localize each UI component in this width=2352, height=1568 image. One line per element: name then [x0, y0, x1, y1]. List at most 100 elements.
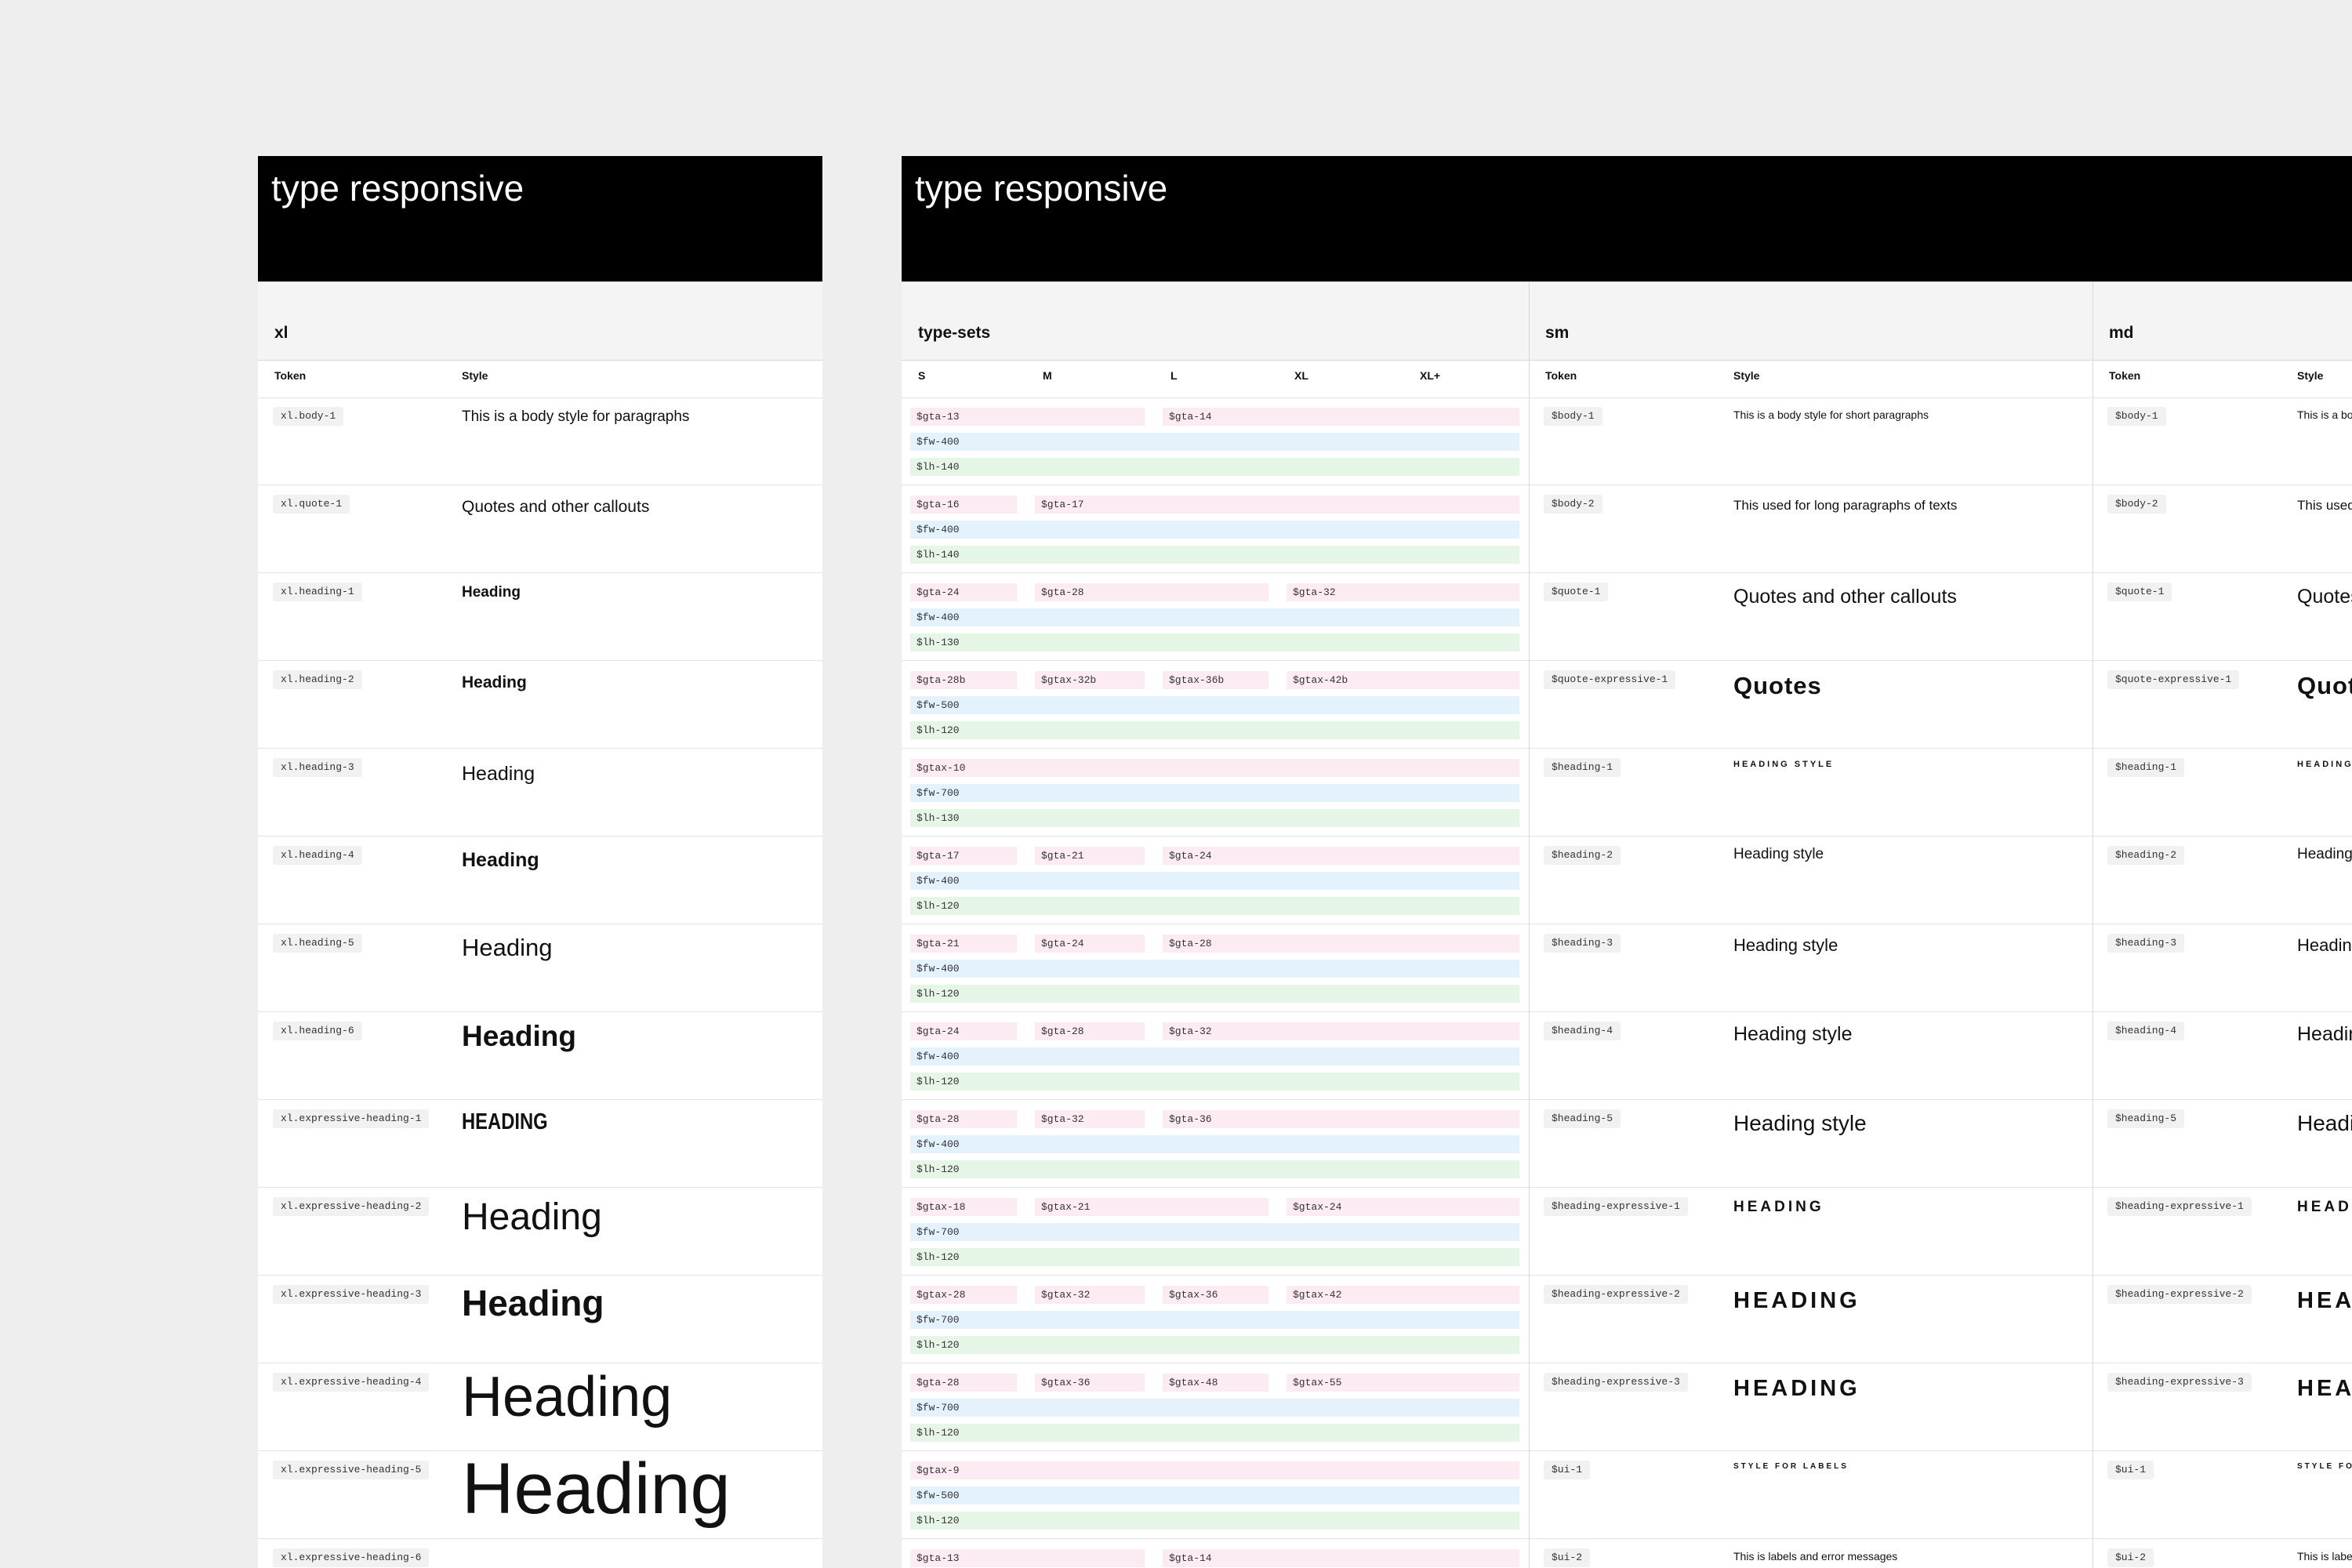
type-set-row: $gta-24 $gta-28 $gta-32 $fw-400 $lh-130: [902, 573, 1529, 661]
table-row: $heading-expressive-2 HEADING: [2093, 1276, 2352, 1363]
token-chip: xl.expressive-heading-1: [273, 1109, 430, 1128]
type-set-row: $gtax-9 $fw-500 $lh-120: [902, 1451, 1529, 1539]
size-token: $gtax-36b: [1163, 671, 1269, 689]
line-height-token: $lh-120: [910, 1336, 1519, 1354]
table-row: xl.expressive-heading-4 Heading: [258, 1363, 822, 1451]
table-row: xl.expressive-heading-1 HEADING: [258, 1100, 822, 1188]
weight-token: $fw-400: [910, 608, 1519, 626]
weight-token: $fw-500: [910, 1486, 1519, 1504]
token-chip: $quote-expressive-1: [2107, 670, 2240, 689]
panel-header: [902, 156, 2352, 281]
style-sample: Quotes: [2297, 672, 2352, 699]
style-sample: This is a body style for short paragraph…: [2297, 408, 2352, 421]
column-header: Token: [1545, 369, 1577, 382]
token-chip: $quote-1: [2107, 583, 2172, 601]
type-set-row: $gta-13 $gta-14 $fw-400 $lh-140: [902, 397, 1529, 485]
size-token: $gta-36: [1163, 1110, 1519, 1128]
line-height-token: $lh-120: [910, 1160, 1519, 1178]
table-row: $heading-2 Heading style: [2093, 837, 2352, 924]
column-header: L: [1171, 369, 1178, 382]
token-chip: $heading-4: [2107, 1022, 2185, 1040]
size-token: $gtax-36: [1163, 1286, 1269, 1304]
section-label: type-sets: [918, 324, 991, 342]
token-chip: xl.heading-1: [273, 583, 362, 601]
table-row: $heading-4 Heading style: [1530, 1012, 2092, 1100]
token-chip: $body-1: [1544, 407, 1602, 426]
size-token: $gta-14: [1163, 408, 1519, 426]
weight-token: $fw-700: [910, 784, 1519, 802]
size-token: $gta-32: [1035, 1110, 1145, 1128]
section-label: sm: [1545, 324, 1570, 342]
size-token: $gtax-55: [1287, 1374, 1519, 1392]
style-sample: Heading: [462, 1366, 673, 1428]
panel-header: [258, 156, 822, 281]
style-sample: Heading: [462, 1196, 602, 1238]
size-token: $gta-32: [1163, 1022, 1519, 1040]
table-row: $body-1 This is a body style for short pa…: [2093, 397, 2352, 485]
style-sample: Heading style: [1733, 1023, 1853, 1045]
token-chip: xl.heading-5: [273, 934, 362, 953]
style-sample: Heading: [462, 1020, 576, 1052]
table-row: $heading-1 HEADING STYLE: [1530, 749, 2092, 837]
line-height-token: $lh-140: [910, 546, 1519, 564]
column-header: Style: [1733, 369, 1760, 382]
section-header: [258, 281, 822, 361]
token-chip: $ui-2: [1544, 1548, 1591, 1567]
style-sample: HEADING: [462, 1109, 548, 1134]
style-sample: HEADING STYLE: [1733, 760, 1835, 769]
size-token: $gtax-32: [1035, 1286, 1145, 1304]
style-sample: Heading: [462, 673, 527, 691]
token-chip: $body-2: [2107, 495, 2166, 514]
table-row: $heading-expressive-2 HEADING: [1530, 1276, 2092, 1363]
left-panel: type responsive xl Token Style xl.body-1 This…: [258, 156, 822, 1568]
table-row: $quote-expressive-1 Quotes: [2093, 661, 2352, 749]
style-sample: Heading style: [1733, 846, 1824, 862]
style-sample: Heading: [462, 763, 535, 785]
weight-token: $fw-400: [910, 1135, 1519, 1153]
token-chip: $ui-1: [1544, 1461, 1591, 1479]
size-token: $gta-21: [1035, 847, 1145, 865]
token-chip: xl.heading-4: [273, 846, 362, 865]
line-height-token: $lh-120: [910, 897, 1519, 915]
table-row: $heading-expressive-1 HEADING: [1530, 1188, 2092, 1276]
table-row: $heading-5 Heading style: [1530, 1100, 2092, 1188]
line-height-token: $lh-120: [910, 721, 1519, 739]
line-height-token: $lh-120: [910, 1073, 1519, 1091]
token-chip: $heading-1: [2107, 758, 2185, 777]
token-chip: $heading-4: [1544, 1022, 1621, 1040]
type-set-row: $gta-21 $gta-24 $gta-28 $fw-400 $lh-120: [902, 924, 1529, 1012]
token-chip: $body-2: [1544, 495, 1602, 514]
style-sample: This used for long paragraphs of texts: [1733, 498, 1958, 513]
type-set-row: $gta-28b $gtax-32b $gtax-36b $gtax-42b $fw-5…: [902, 661, 1529, 749]
size-token: $gta-24: [910, 583, 1017, 601]
type-set-row: $gtax-28 $gtax-32 $gtax-36 $gtax-42 $fw-700 $…: [902, 1276, 1529, 1363]
style-sample: Quotes and other callouts: [1733, 586, 1957, 608]
style-sample: This used for long paragraphs of texts: [2297, 498, 2352, 513]
table-row: $heading-2 Heading style: [1530, 837, 2092, 924]
size-token: $gta-13: [910, 408, 1145, 426]
size-token: $gtax-24: [1287, 1198, 1519, 1216]
size-token: $gta-28: [1035, 1022, 1145, 1040]
table-row: xl.heading-6 Heading: [258, 1012, 822, 1100]
token-chip: $heading-2: [1544, 846, 1621, 865]
table-row: xl.expressive-heading-5 Heading: [258, 1451, 822, 1539]
token-chip: $heading-3: [1544, 934, 1621, 953]
size-token: $gta-28b: [910, 671, 1017, 689]
weight-token: $fw-700: [910, 1311, 1519, 1329]
token-chip: $heading-expressive-1: [2107, 1197, 2252, 1216]
token-chip: $heading-expressive-3: [2107, 1373, 2252, 1392]
type-set-row: $gtax-18 $gtax-21 $gtax-24 $fw-700 $lh-120: [902, 1188, 1529, 1276]
token-chip: $heading-5: [2107, 1109, 2185, 1128]
size-token: $gtax-10: [910, 759, 1519, 777]
token-chip: xl.expressive-heading-6: [273, 1548, 430, 1567]
style-sample: Quotes: [1733, 672, 1822, 699]
column-header: Token: [274, 369, 307, 382]
size-token: $gta-28: [1035, 583, 1269, 601]
table-row: $heading-1 HEADING STYLE: [2093, 749, 2352, 837]
token-chip: xl.expressive-heading-2: [273, 1197, 430, 1216]
weight-token: $fw-700: [910, 1399, 1519, 1417]
style-sample: This is labels and error messages: [1733, 1550, 1898, 1563]
